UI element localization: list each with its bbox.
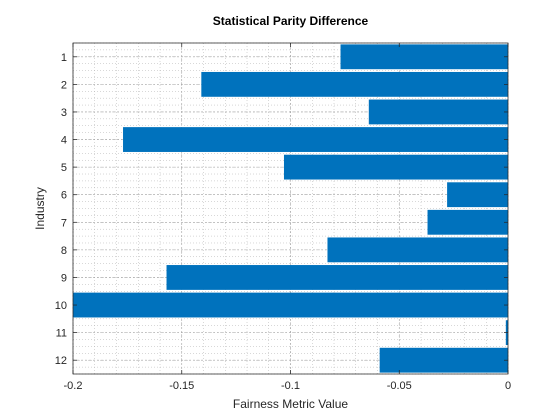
bar-industry-8 — [327, 237, 508, 263]
y-tick-label: 3 — [61, 107, 67, 119]
bar-industry-1 — [340, 44, 508, 70]
x-tick-label: 0 — [505, 380, 511, 392]
bar-industry-3 — [368, 99, 508, 125]
y-tick-label: 7 — [61, 217, 67, 229]
bar-industry-12 — [379, 347, 508, 373]
y-tick-label: 5 — [61, 162, 67, 174]
bar-industry-2 — [201, 71, 508, 97]
x-tick-label: -0.2 — [64, 380, 83, 392]
y-tick-label: 2 — [61, 79, 67, 91]
y-tick-label: 10 — [55, 300, 67, 312]
chart-title: Statistical Parity Difference — [213, 14, 369, 28]
bar-industry-6 — [447, 182, 508, 208]
bar-industry-4 — [123, 127, 509, 152]
y-axis-label: Industry — [33, 187, 47, 230]
y-tick-label: 11 — [56, 328, 67, 340]
bar-industry-7 — [427, 209, 508, 235]
y-tick-label: 12 — [55, 355, 67, 367]
bar-industry-5 — [283, 154, 508, 180]
x-tick-label: -0.05 — [387, 380, 412, 392]
x-tick-label: -0.15 — [169, 380, 194, 392]
x-tick-label: -0.1 — [281, 380, 300, 392]
y-tick-label: 9 — [61, 272, 67, 284]
y-tick-label: 1 — [61, 52, 67, 64]
bar-industry-9 — [166, 265, 508, 290]
bars — [73, 44, 509, 373]
x-axis-label: Fairness Metric Value — [233, 397, 348, 411]
bar-industry-10 — [73, 292, 508, 318]
y-tick-label: 6 — [61, 190, 67, 202]
y-tick-label: 4 — [61, 135, 67, 147]
y-tick-label: 8 — [61, 245, 67, 257]
